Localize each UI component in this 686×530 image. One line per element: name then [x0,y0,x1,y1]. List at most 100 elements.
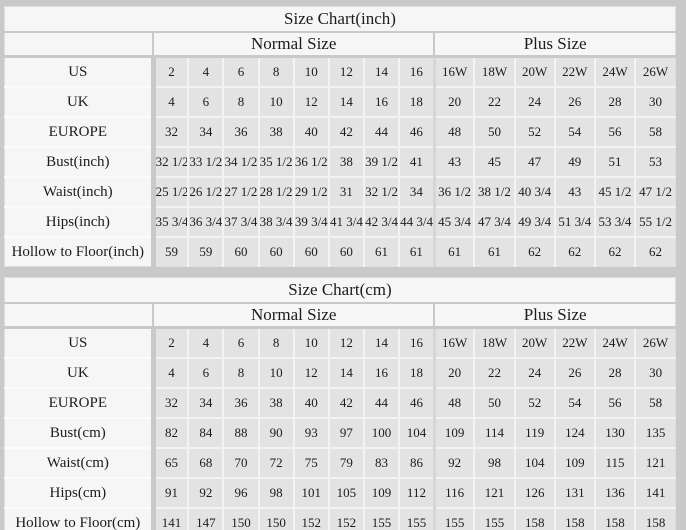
table-row: Hips(inch) 35 3/4 36 3/4 37 3/4 38 3/4 39 3/4… [4,206,676,237]
table-cell: 84 [187,417,224,448]
table-cell: 47 3/4 [473,206,515,237]
table-cell: 82 [153,417,189,448]
table-cell: 24 [513,357,555,388]
size-chart-cm-table: Size Chart(cm) Normal Size Plus Size US 2… [4,277,676,530]
table-cell: 68 [187,447,224,478]
table-cell: 16 [362,357,400,388]
table-cell: 32 [153,387,189,418]
table-cell: 16W [432,326,475,358]
table-row: EUROPE 32 34 36 38 40 42 44 46 48 50 52 54 56 58 [4,116,676,147]
table-cell: 36 1/2 [292,146,329,177]
table-cell: 45 1/2 [593,176,636,207]
row-label: Waist(inch) [4,176,156,207]
table-cell: 62 [513,236,555,267]
table-cell: 135 [634,417,676,448]
table-cell: 8 [257,55,294,87]
corner-cell [4,32,154,58]
table-row: Hips(cm) 91 92 96 98 101 105 109 112 116 121 126 131… [4,477,676,508]
table-cell: 53 [634,146,676,177]
table-cell: 60 [327,236,364,267]
table-cell: 70 [222,447,259,478]
plus-size-header: Plus Size [433,303,676,329]
table-cell: 37 3/4 [222,206,259,237]
row-label: Hollow to Floor(cm) [4,507,156,530]
table-cell: 109 [553,447,595,478]
table-cell: 158 [634,507,676,530]
table-cell: 6 [187,86,224,117]
table-cell: 50 [473,387,515,418]
table-cell: 112 [398,477,435,508]
table-cell: 55 1/2 [634,206,676,237]
plus-size-header: Plus Size [433,32,676,58]
row-label: Bust(cm) [4,417,156,448]
title-row: Size Chart(cm) [4,277,676,304]
table-cell: 18 [398,357,435,388]
table-cell: 38 [327,146,364,177]
table-cell: 24W [593,326,636,358]
table-cell: 35 3/4 [153,206,189,237]
table-cell: 158 [593,507,636,530]
table-cell: 42 [327,116,364,147]
table-cell: 26 1/2 [187,176,224,207]
table-cell: 35 1/2 [257,146,294,177]
table-cell: 46 [398,387,435,418]
table-cell: 38 1/2 [473,176,515,207]
table-cell: 155 [398,507,435,530]
table-cell: 50 [473,116,515,147]
table-cell: 124 [553,417,595,448]
table-cell: 36 3/4 [187,206,224,237]
table-cell: 33 1/2 [187,146,224,177]
table-cell: 6 [187,357,224,388]
table-cell: 60 [292,236,329,267]
table-cell: 28 [593,357,636,388]
table-cell: 109 [432,417,475,448]
table-row: EUROPE 32 34 36 38 40 42 44 46 48 50 52 54 56 58 [4,387,676,418]
table-cell: 34 [398,176,435,207]
table-row: UK 4 6 8 10 12 14 16 18 20 22 24 26 28 30 [4,86,676,117]
table-cell: 101 [292,477,329,508]
table-cell: 39 3/4 [292,206,329,237]
table-cell: 141 [634,477,676,508]
table-cell: 4 [153,86,189,117]
row-label: Hollow to Floor(inch) [4,236,156,267]
table-cell: 49 3/4 [513,206,555,237]
table-cell: 90 [257,417,294,448]
table-cell: 10 [257,357,294,388]
table-cell: 52 [513,387,555,418]
table-cell: 10 [292,326,329,358]
table-cell: 61 [432,236,475,267]
table-cell: 34 [187,387,224,418]
table-cell: 61 [473,236,515,267]
table-cell: 93 [292,417,329,448]
table-cell: 91 [153,477,189,508]
table-cell: 18W [473,326,515,358]
normal-size-header: Normal Size [152,32,435,58]
table-cell: 16 [398,326,435,358]
table-row: Hollow to Floor(inch) 59 59 60 60 60 60 61 61 61 6… [4,236,676,267]
table-cell: 61 [398,236,435,267]
table-cell: 12 [292,86,329,117]
table-cell: 105 [327,477,364,508]
table-cell: 26W [634,326,676,358]
table-cell: 36 [222,116,259,147]
table-cell: 36 1/2 [432,176,475,207]
table-cell: 59 [187,236,224,267]
table-cell: 22W [553,55,595,87]
table-cell: 43 [553,176,595,207]
table-cell: 18W [473,55,515,87]
table-cell: 59 [153,236,189,267]
table-cell: 121 [634,447,676,478]
table-cell: 44 [362,116,400,147]
table-cell: 22 [473,357,515,388]
table-cell: 51 [593,146,636,177]
table-cell: 39 1/2 [362,146,400,177]
table-cell: 155 [432,507,475,530]
table-cell: 141 [153,507,189,530]
table-cell: 32 [153,116,189,147]
table-cell: 83 [362,447,400,478]
title-row: Size Chart(inch) [4,6,676,33]
table-cell: 32 1/2 [362,176,400,207]
table-cell: 60 [257,236,294,267]
table-cell: 96 [222,477,259,508]
